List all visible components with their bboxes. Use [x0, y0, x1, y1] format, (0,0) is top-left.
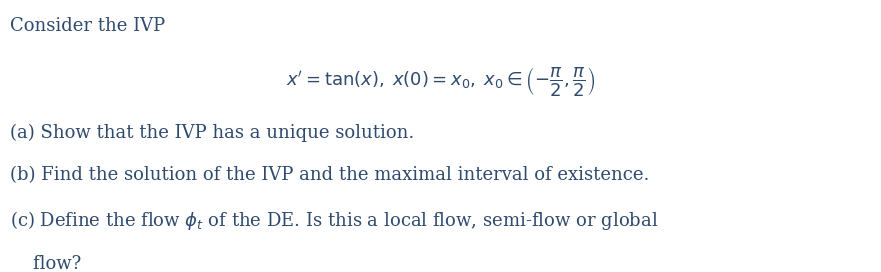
Text: flow?: flow?: [11, 255, 81, 272]
Text: Consider the IVP: Consider the IVP: [11, 17, 166, 35]
Text: (b) Find the solution of the IVP and the maximal interval of existence.: (b) Find the solution of the IVP and the…: [11, 166, 649, 184]
Text: (a) Show that the IVP has a unique solution.: (a) Show that the IVP has a unique solut…: [11, 123, 414, 142]
Text: $x' = \tan(x), \; x(0) = x_0, \; x_0 \in \left(-\dfrac{\pi}{2}, \dfrac{\pi}{2}\r: $x' = \tan(x), \; x(0) = x_0, \; x_0 \in…: [286, 65, 595, 98]
Text: (c) Define the flow $\phi_t$ of the DE. Is this a local flow, semi-flow or globa: (c) Define the flow $\phi_t$ of the DE. …: [11, 209, 659, 232]
